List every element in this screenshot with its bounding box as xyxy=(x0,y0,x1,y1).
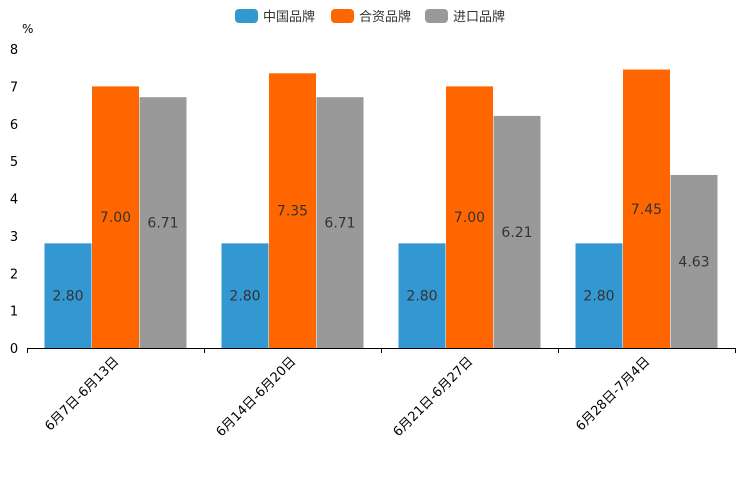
y-tick-label: 6 xyxy=(10,118,18,133)
legend-swatch xyxy=(235,9,258,23)
bar[interactable] xyxy=(44,243,92,348)
y-tick-label: 3 xyxy=(10,230,18,245)
legend: 中国品牌 合资品牌 进口品牌 xyxy=(235,9,505,25)
x-tick-label: 6月28日-7月4日 xyxy=(573,354,653,434)
x-tick-label: 6月21日-6月27日 xyxy=(391,354,477,440)
bar[interactable] xyxy=(269,73,316,348)
legend-swatch xyxy=(425,9,448,23)
y-tick-label: 7 xyxy=(10,80,18,95)
bar[interactable] xyxy=(316,97,364,349)
bar[interactable] xyxy=(623,69,670,349)
y-tick-label: 0 xyxy=(10,342,18,357)
x-axis: 6月7日-6月13日 6月14日-6月20日 6月21日-6月27日 6月28日-7月… xyxy=(27,348,736,440)
data-label: 7.00 xyxy=(100,210,131,226)
y-tick-label: 1 xyxy=(10,305,18,320)
bar[interactable] xyxy=(92,86,139,348)
legend-label: 中国品牌 xyxy=(263,9,315,25)
legend-item[interactable]: 中国品牌 xyxy=(235,9,315,25)
bar[interactable] xyxy=(670,174,718,348)
data-label: 6.21 xyxy=(501,225,532,241)
y-tick-label: 5 xyxy=(10,155,18,170)
bars: 2.80 7.00 6.71 2.80 7.35 6.71 2.80 7.00 6.21 2.80… xyxy=(44,69,718,349)
y-tick-label: 4 xyxy=(10,193,18,208)
data-label: 4.63 xyxy=(678,254,709,270)
legend-label: 进口品牌 xyxy=(453,9,505,25)
data-label: 7.00 xyxy=(454,210,485,226)
data-label: 2.80 xyxy=(229,289,260,305)
data-label: 6.71 xyxy=(324,216,355,232)
data-label: 7.45 xyxy=(631,202,662,218)
x-tick-label: 6月7日-6月13日 xyxy=(42,354,122,434)
legend-label: 合资品牌 xyxy=(359,9,411,25)
y-tick-label: 2 xyxy=(10,267,18,282)
x-tick-label: 6月14日-6月20日 xyxy=(214,354,300,440)
bar[interactable] xyxy=(398,243,446,348)
data-label: 2.80 xyxy=(52,289,83,305)
data-label: 7.35 xyxy=(277,204,308,220)
data-label: 2.80 xyxy=(583,289,614,305)
legend-swatch xyxy=(331,9,354,23)
legend-item[interactable]: 进口品牌 xyxy=(425,9,505,25)
legend-item[interactable]: 合资品牌 xyxy=(331,9,411,25)
y-axis: 0 1 2 3 4 5 6 7 8 xyxy=(10,43,18,357)
y-tick-label: 8 xyxy=(10,43,18,58)
bar[interactable] xyxy=(493,115,541,349)
bar[interactable] xyxy=(221,243,269,348)
bar[interactable] xyxy=(139,97,187,349)
y-axis-unit: % xyxy=(22,22,33,36)
data-label: 6.71 xyxy=(147,216,178,232)
bar[interactable] xyxy=(575,243,623,348)
data-label: 2.80 xyxy=(406,289,437,305)
bar[interactable] xyxy=(446,86,493,348)
